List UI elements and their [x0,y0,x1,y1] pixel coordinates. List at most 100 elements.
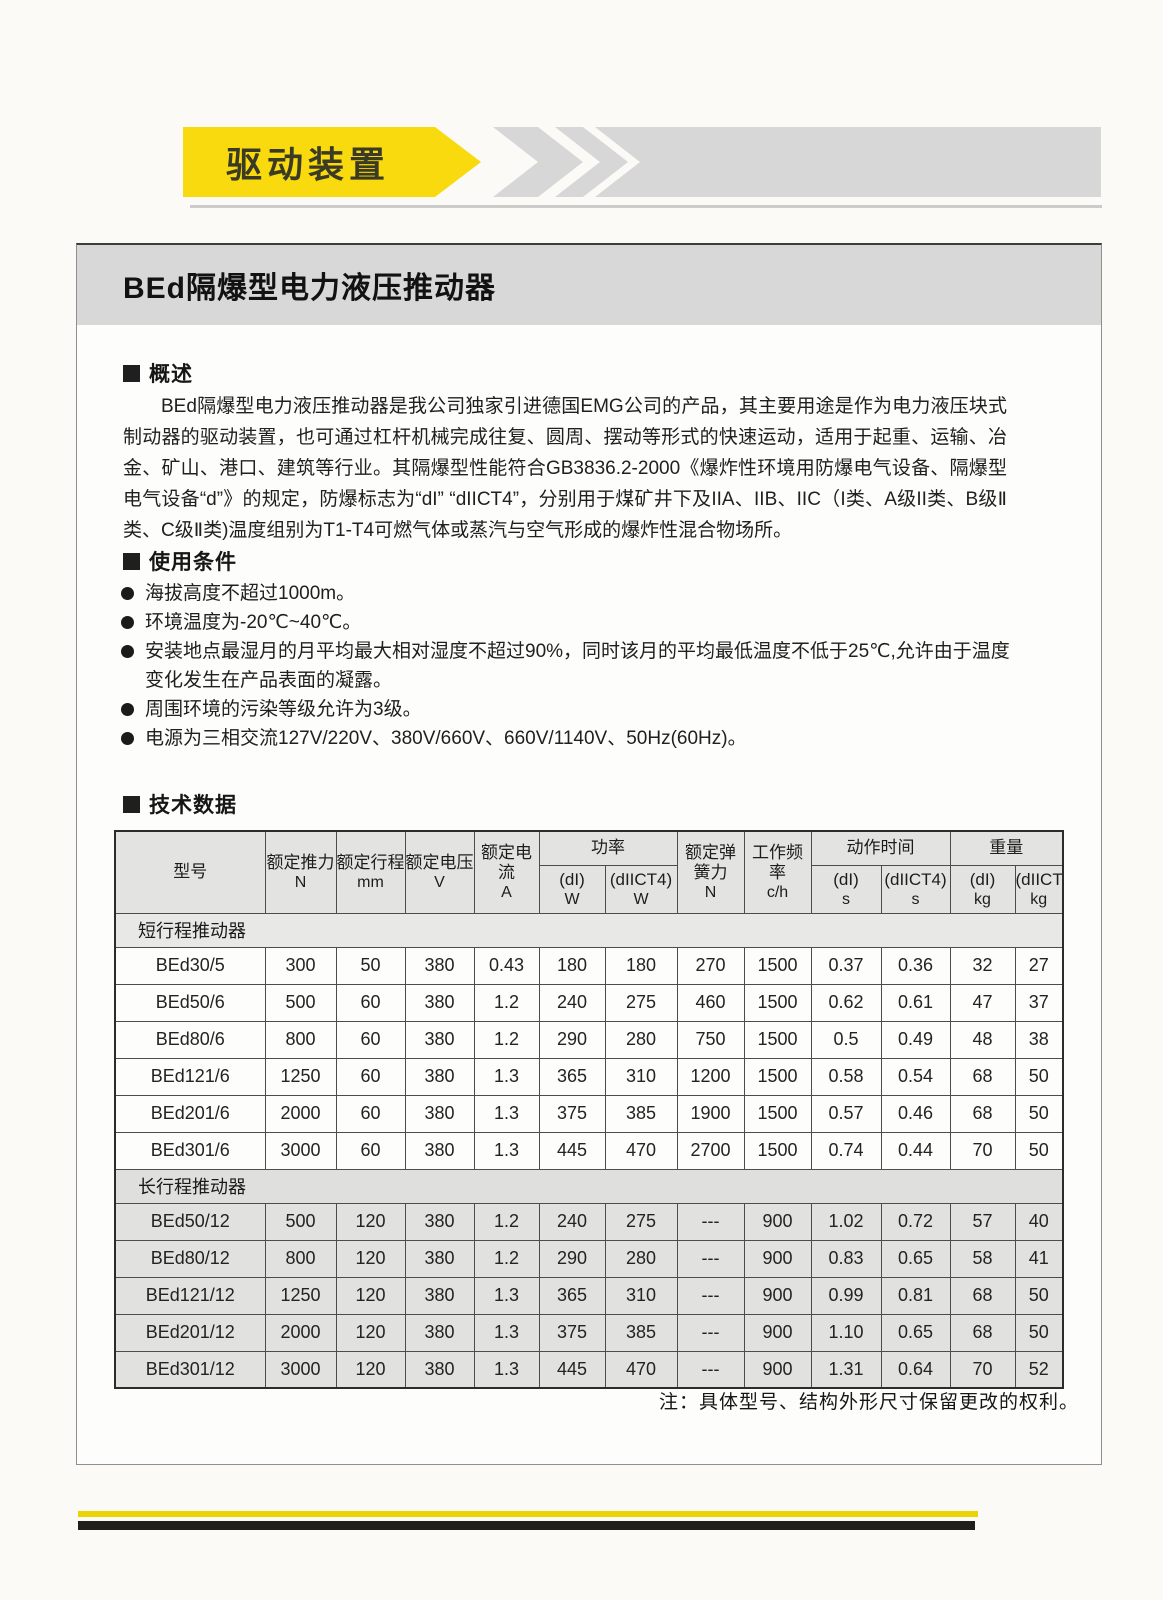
value-cell: 120 [335,1202,406,1241]
header-cell: (dI) kg [949,864,1016,914]
value-cell: 500 [264,983,337,1022]
value-cell: 445 [538,1350,606,1389]
value-cell: 50 [1014,1094,1064,1133]
value-cell: --- [676,1239,745,1278]
value-cell: 37 [1014,983,1064,1022]
value-cell: 2700 [676,1131,745,1170]
value-cell: 50 [1014,1057,1064,1096]
header-cell: 重量 [949,830,1064,866]
value-cell: 0.54 [880,1057,951,1096]
table-row: BEd201/6 2000 60 380 1.3 375 385 1900 1500 0.57 0.… [114,1094,1064,1133]
header-cell: (dIICT4) W [604,864,678,914]
value-cell: 1.3 [473,1313,540,1352]
value-cell: 0.5 [810,1020,882,1059]
value-cell: 1200 [676,1057,745,1096]
header-label: 额定行程 [336,852,405,872]
value-cell: 58 [949,1239,1016,1278]
header-divider [190,205,1102,208]
header-cell: 型号 [114,830,266,914]
value-cell: 180 [538,946,606,985]
circle-bullet-icon [121,732,134,745]
conditions-heading-label: 使用条件 [149,551,237,574]
value-cell: 380 [404,946,475,985]
value-cell: 0.37 [810,946,882,985]
value-cell: 3000 [264,1350,337,1389]
value-cell: 380 [404,1020,475,1059]
value-cell: 310 [604,1057,678,1096]
header-label: 动作时间 [846,838,915,858]
table-row: BEd50/6 500 60 380 1.2 240 275 460 1500 0.62 0.61 4… [114,983,1064,1022]
table-row: BEd80/12 800 120 380 1.2 290 280 --- 900 0.83 0.65… [114,1239,1064,1278]
value-cell: 2000 [264,1313,337,1352]
value-cell: 60 [335,983,406,1022]
overview-heading: 概述 [123,358,193,388]
value-cell: 50 [1014,1276,1064,1315]
header-unit: N [704,883,717,901]
value-cell: 0.81 [880,1276,951,1315]
header-label: (dI) [969,869,996,889]
header-cell: 额定推力 N [264,830,337,914]
content-panel: BEd隔爆型电力液压推动器 概述 BEd隔爆型电力液压推动器是我公司独家引进德国… [76,243,1102,1465]
header-unit: V [434,873,445,891]
value-cell: 52 [1014,1350,1064,1389]
value-cell: 1500 [743,1094,812,1133]
table-note: 注：具体型号、结构外形尺寸保留更改的权利。 [658,1392,1079,1413]
value-cell: 2000 [264,1094,337,1133]
value-cell: 380 [404,983,475,1022]
section-row: 长行程推动器 [114,1168,1064,1204]
header-label: (dIICT4) [609,869,673,889]
value-cell: 900 [743,1350,812,1389]
value-cell: 120 [335,1239,406,1278]
model-cell: BEd30/5 [114,946,266,985]
value-cell: 68 [949,1057,1016,1096]
value-cell: 57 [949,1202,1016,1241]
value-cell: 470 [604,1131,678,1170]
model-cell: BEd50/6 [114,983,266,1022]
table-row: BEd201/12 2000 120 380 1.3 375 385 --- 900 1.10 0.… [114,1313,1064,1352]
table-row: BEd301/6 3000 60 380 1.3 445 470 2700 1500 0.74 0.… [114,1131,1064,1170]
technical-table-wrap: 型号 额定推力 N 额定行程 mm 额定电压 V 额定电流 A 功率 额定弹簧力 N 工作频率 c/h 动作… [114,830,1064,1389]
square-bullet-icon [123,364,140,382]
value-cell: 750 [676,1020,745,1059]
value-cell: 0.36 [880,946,951,985]
value-cell: 120 [335,1313,406,1352]
value-cell: 1.02 [810,1202,882,1241]
value-cell: 38 [1014,1020,1064,1059]
value-cell: 47 [949,983,1016,1022]
value-cell: --- [676,1350,745,1389]
value-cell: 1500 [743,1057,812,1096]
value-cell: 275 [604,1202,678,1241]
header-label: 额定电流 [481,842,532,882]
header-banner: 驱动装置 [183,127,1103,197]
table-row: BEd121/6 1250 60 380 1.3 365 310 1200 1500 0.58 0.… [114,1057,1064,1096]
value-cell: 290 [538,1020,606,1059]
header-unit: W [633,890,649,908]
value-cell: 48 [949,1020,1016,1059]
footer-yellow-bar [78,1511,978,1517]
value-cell: 0.65 [880,1313,951,1352]
value-cell: 0.57 [810,1094,882,1133]
header-unit: W [564,890,580,908]
value-cell: 68 [949,1313,1016,1352]
table-row: BEd30/5 300 50 380 0.43 180 180 270 1500 0.37 0.36… [114,946,1064,985]
header-label: (dI) [559,869,585,889]
value-cell: 380 [404,1131,475,1170]
value-cell: 380 [404,1276,475,1315]
model-cell: BEd201/6 [114,1094,266,1133]
header-label: (dI) [833,869,859,889]
value-cell: 900 [743,1202,812,1241]
table-header: 型号 额定推力 N 额定行程 mm 额定电压 V 额定电流 A 功率 额定弹簧力 N 工作频率 c/h 动作… [114,830,1064,914]
value-cell: 270 [676,946,745,985]
circle-bullet-icon [121,703,134,716]
value-cell: 240 [538,983,606,1022]
value-cell: 280 [604,1020,678,1059]
header-cell: 额定行程 mm [335,830,406,914]
value-cell: 0.74 [810,1131,882,1170]
value-cell: 60 [335,1057,406,1096]
value-cell: 120 [335,1276,406,1315]
condition-item: 环境温度为-20℃~40℃。 [121,608,1027,637]
condition-text: 环境温度为-20℃~40℃。 [145,612,362,633]
value-cell: 50 [1014,1131,1064,1170]
conditions-list: 海拔高度不超过1000m。 环境温度为-20℃~40℃。 安装地点最湿月的月平均最大… [121,579,1027,753]
